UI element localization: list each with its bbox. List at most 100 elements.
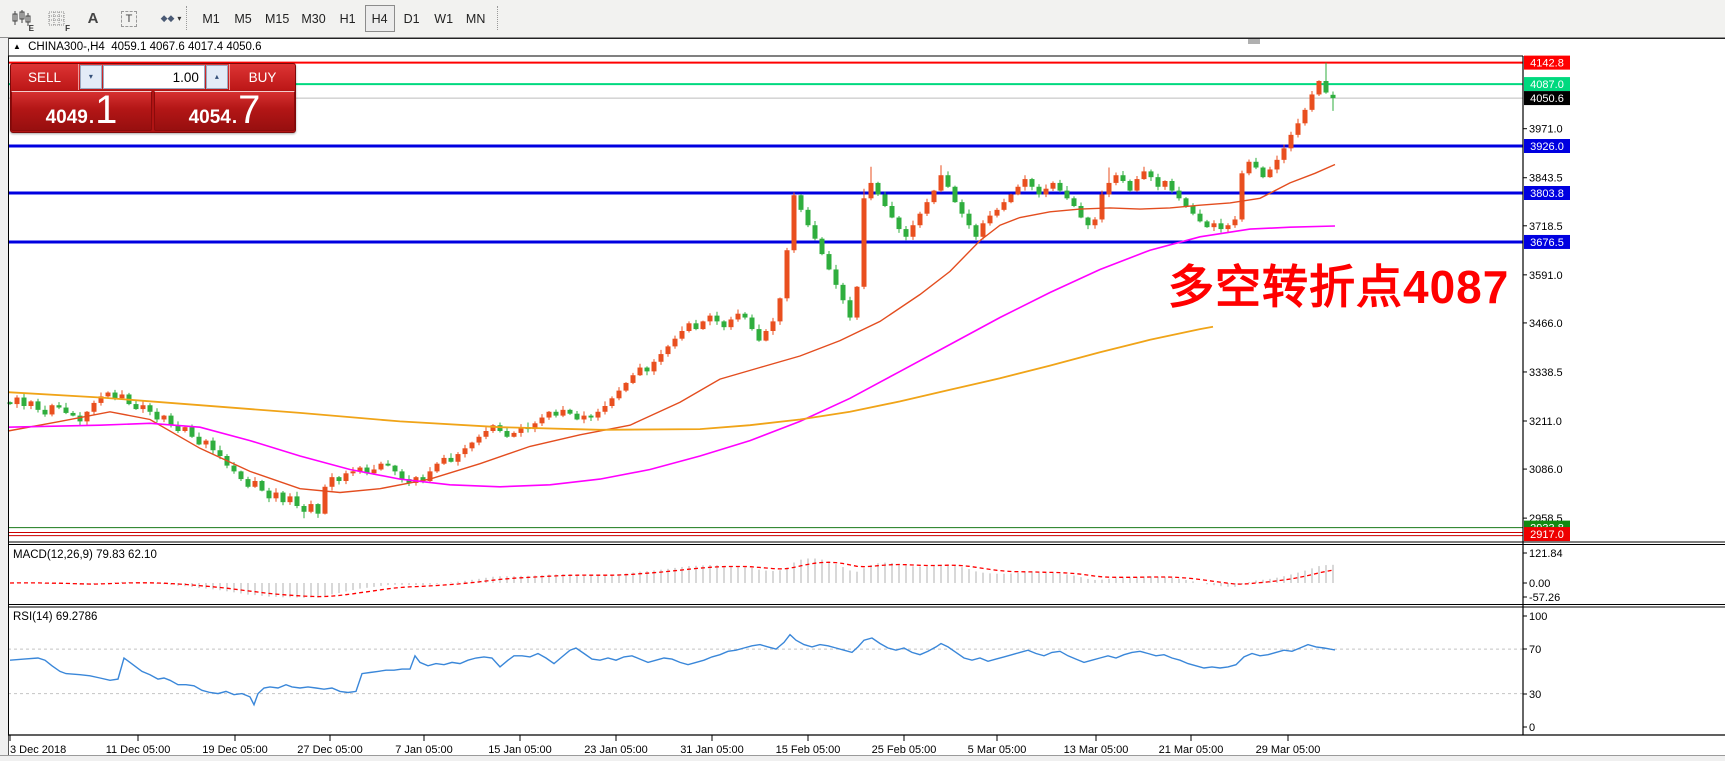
candle-body bbox=[1127, 181, 1133, 191]
candle-body bbox=[826, 254, 832, 270]
timeframe-m30[interactable]: M30 bbox=[296, 5, 330, 32]
timeframe-h4[interactable]: H4 bbox=[364, 5, 395, 32]
label-tool-glyph: A bbox=[87, 10, 99, 27]
timeframe-m1[interactable]: M1 bbox=[196, 5, 226, 32]
ma-fast[interactable] bbox=[7, 163, 1336, 494]
price-badge[interactable] bbox=[1524, 234, 1570, 249]
price-badge[interactable] bbox=[1524, 186, 1570, 200]
volume-input[interactable] bbox=[102, 65, 205, 89]
volume-decrement-button[interactable]: ▾ bbox=[79, 65, 102, 89]
date-label: 5 Mar 05:00 bbox=[968, 744, 1027, 756]
candle-body bbox=[728, 319, 734, 328]
candle-body bbox=[21, 397, 27, 406]
rsi-label: RSI(14) 69.2786 bbox=[13, 611, 98, 623]
candle-body bbox=[259, 481, 265, 491]
chart-title: ▲ CHINA300-,H4 4059.1 4067.6 4017.4 4050… bbox=[13, 41, 262, 53]
label-tool-icon[interactable]: A bbox=[80, 6, 106, 32]
ma-mid[interactable] bbox=[7, 225, 1336, 488]
objects-dropdown-icon[interactable]: ◆◆ ▾ bbox=[152, 6, 190, 32]
candle-body bbox=[1246, 161, 1252, 174]
date-label: 21 Mar 05:00 bbox=[1159, 744, 1224, 756]
price-badge[interactable] bbox=[1524, 91, 1570, 106]
rsi-axis-label: 70 bbox=[1529, 644, 1541, 656]
candle-body bbox=[343, 473, 349, 481]
price-badge[interactable] bbox=[1524, 55, 1570, 70]
rsi-line bbox=[9, 633, 1336, 707]
volume-spinner: ▾ ▴ bbox=[79, 64, 229, 90]
candle-body bbox=[483, 431, 489, 437]
candle-body bbox=[1015, 186, 1021, 195]
sell-price-button[interactable]: 4049 . 1 bbox=[11, 90, 152, 131]
candle-body bbox=[651, 361, 657, 372]
candle-body bbox=[504, 431, 510, 437]
macd-signal-line bbox=[9, 561, 1334, 598]
candle-body bbox=[679, 331, 685, 339]
timeframe-d1[interactable]: D1 bbox=[397, 5, 427, 32]
one-click-trade-panel: SELL ▾ ▴ BUY 4049 . 1 4054 . 7 bbox=[10, 63, 296, 133]
timeframe-w1[interactable]: W1 bbox=[429, 5, 459, 32]
candle-body bbox=[1204, 221, 1210, 228]
candle-body bbox=[1239, 173, 1245, 220]
candle-body bbox=[693, 323, 699, 330]
text-tool-icon[interactable]: T bbox=[116, 6, 142, 32]
candle-body bbox=[49, 405, 55, 415]
candle-body bbox=[763, 331, 769, 341]
date-label: 15 Jan 05:00 bbox=[488, 744, 552, 756]
macd-axis-label: 0.00 bbox=[1529, 578, 1550, 590]
candle-body bbox=[658, 354, 664, 362]
buy-price-button[interactable]: 4054 . 7 bbox=[154, 90, 295, 131]
price-badge-label: 3676.5 bbox=[1530, 237, 1564, 249]
candle-body bbox=[1106, 182, 1112, 195]
ma-slow[interactable] bbox=[7, 325, 1214, 431]
toolbar-separator bbox=[186, 6, 187, 30]
candle-body bbox=[364, 467, 370, 474]
candle-body bbox=[749, 317, 755, 330]
candle-body bbox=[546, 411, 552, 418]
buy-button[interactable]: BUY bbox=[228, 64, 295, 90]
sell-button[interactable]: SELL bbox=[11, 64, 79, 90]
candle-body bbox=[70, 412, 76, 416]
candle-body bbox=[399, 471, 405, 480]
candle-body bbox=[518, 427, 524, 433]
macd-axis-label: 121.84 bbox=[1529, 548, 1563, 560]
timeframe-h1[interactable]: H1 bbox=[333, 5, 363, 32]
candle-body bbox=[1008, 194, 1014, 203]
candle-body bbox=[882, 194, 888, 206]
candle-body bbox=[35, 401, 41, 410]
candle-body bbox=[1281, 148, 1287, 160]
price-badge[interactable] bbox=[1524, 527, 1570, 542]
chart-ohlc-values: 4059.1 4067.6 4017.4 4050.6 bbox=[111, 41, 262, 53]
chart-symbol: CHINA300-,H4 bbox=[28, 41, 105, 53]
chart-type-icon[interactable]: E bbox=[8, 6, 34, 33]
candle-body bbox=[637, 367, 643, 376]
candle-body bbox=[336, 477, 342, 481]
candle-body bbox=[56, 405, 62, 408]
date-label: 7 Jan 05:00 bbox=[395, 744, 453, 756]
candle-body bbox=[819, 238, 825, 255]
candle-body bbox=[889, 206, 895, 218]
candle-body bbox=[385, 463, 391, 466]
collapse-arrow-icon[interactable]: ▲ bbox=[13, 42, 21, 51]
candle-body bbox=[434, 463, 440, 472]
price-badge[interactable] bbox=[1524, 139, 1570, 153]
timeframe-m5[interactable]: M5 bbox=[228, 5, 258, 32]
candle-body bbox=[441, 457, 447, 464]
price-badge[interactable] bbox=[1524, 77, 1570, 92]
price-tick-label: 3338.5 bbox=[1529, 367, 1563, 379]
volume-increment-button[interactable]: ▴ bbox=[205, 65, 228, 89]
candle-body bbox=[539, 417, 545, 424]
grid-icon[interactable]: F bbox=[44, 6, 70, 33]
rsi-axis-label: 30 bbox=[1529, 689, 1541, 701]
buy-price-main: 4054 bbox=[188, 107, 231, 128]
timeframe-mn[interactable]: MN bbox=[461, 5, 491, 32]
price-badge-label: 4142.8 bbox=[1530, 58, 1564, 70]
candle-body bbox=[105, 392, 111, 397]
candle-body bbox=[252, 481, 258, 487]
chart-annotation-text: 多空转折点4087 bbox=[1168, 261, 1510, 313]
candle-body bbox=[938, 175, 944, 191]
timeframe-m15[interactable]: M15 bbox=[260, 5, 294, 32]
candle-body bbox=[280, 492, 286, 503]
candle-body bbox=[644, 367, 650, 372]
candle-body bbox=[476, 436, 482, 443]
